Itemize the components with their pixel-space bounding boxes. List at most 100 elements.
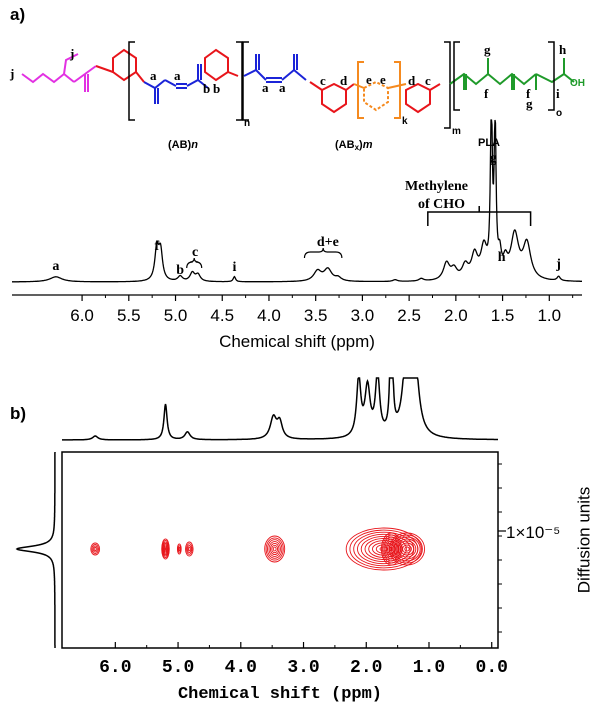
contour-ring-5	[345, 527, 422, 571]
contour-ring-3	[187, 546, 191, 552]
contour-ring-2	[178, 546, 181, 552]
contour-ring-4	[264, 535, 286, 563]
contour-ring-7	[388, 532, 426, 566]
contour-ring-6	[384, 538, 399, 560]
contour-ring-1	[164, 547, 167, 551]
chart-a-tick-label: 1.5	[491, 306, 515, 325]
contour-ring-7	[399, 542, 415, 556]
oh-label: OH	[570, 78, 585, 89]
contour-ring-4	[265, 537, 284, 561]
chart-b-contours	[90, 527, 426, 571]
contour-ring-1	[162, 542, 169, 556]
chart-a-peak-label-g: g	[490, 151, 497, 166]
chart-a-x-label: Chemical shift (ppm)	[219, 332, 375, 351]
contour-ring-7	[397, 540, 417, 558]
contour-ring-0	[92, 545, 98, 553]
methylene-label-line2: of CHO	[418, 197, 465, 212]
letter-e2: e	[380, 72, 386, 87]
contour-ring-4	[268, 541, 281, 557]
chart-b-x-axis	[114, 642, 493, 648]
chart-b: 6.0 5.0 4.0 3.0 2.0 1.0 0.0 1×10⁻⁵ Diffusion u…	[15, 377, 590, 704]
bracket-ab	[128, 41, 243, 121]
chart-a-peak-annotations: a f bc i d+e g h j	[52, 151, 561, 278]
chart-a-tick-label: 4.0	[257, 306, 281, 325]
chart-b-tick-label: 5.0	[162, 658, 194, 678]
letter-g1: g	[484, 42, 491, 57]
contour-ring-7	[391, 534, 423, 564]
chart-a-tick-label: 2.0	[444, 306, 468, 325]
chart-b-y-axis	[498, 463, 506, 633]
chart-a-tick-label: 4.5	[210, 306, 234, 325]
chart-a-tick-label: 6.0	[70, 306, 94, 325]
contour-ring-3	[186, 545, 192, 553]
chart-a-tick-labels: 6.0 5.5 5.0 4.5 4.0 3.5 3.0 2.5 2.0 1.5 1.0	[70, 306, 561, 325]
letter-c2: c	[425, 73, 431, 88]
chart-a-peak-label-h: h	[498, 250, 506, 265]
repeat-n: n	[244, 118, 250, 129]
contour-ring-6	[387, 542, 396, 556]
bracket-pla	[453, 41, 555, 111]
contour-ring-1	[161, 538, 170, 560]
chx-ring-4	[405, 82, 441, 114]
chart-b-x-label: Chemical shift (ppm)	[178, 685, 382, 704]
chart-a-tick-label: 5.5	[117, 306, 141, 325]
block-labels: (AB)n (ABx)m PLA	[168, 137, 500, 152]
chart-b-tick-labels: 6.0 5.0 4.0 3.0 2.0 1.0 0.0	[99, 658, 508, 678]
chart-a-peak-label-b: b	[176, 263, 184, 278]
contour-ring-6	[383, 536, 400, 562]
chemical-structure	[21, 41, 575, 129]
chart-a-peak-label-f: f	[155, 239, 160, 254]
chart-a-peak-label-a: a	[52, 259, 59, 274]
letter-j2: j	[69, 46, 74, 61]
chart-a-brace-c	[186, 257, 203, 269]
chart-b-tick-label: 0.0	[476, 658, 508, 678]
chart-a-peak-label-j: j	[555, 257, 561, 272]
contour-ring-2	[177, 545, 182, 553]
chart-a-tick-label: 3.5	[304, 306, 328, 325]
contour-ring-1	[163, 545, 168, 553]
letter-b2: b	[213, 81, 220, 96]
chart-a-brace-de	[303, 247, 343, 259]
contour-ring-5	[357, 533, 411, 565]
contour-ring-0	[93, 547, 97, 551]
letter-i: i	[556, 86, 560, 101]
contour-ring-4	[272, 546, 277, 552]
chart-b-tick-label: 1.0	[413, 658, 445, 678]
chx-ring-orange	[353, 61, 407, 119]
panel-b-label: b)	[10, 404, 26, 423]
contour-ring-7	[404, 546, 410, 552]
chart-b-y-tick: 1×10⁻⁵	[506, 523, 560, 542]
chart-a-peak-label-dpluse: d+e	[317, 235, 339, 250]
contour-ring-1	[162, 541, 169, 557]
letter-a4: a	[279, 80, 286, 95]
letter-d2: d	[408, 73, 416, 88]
bracket-abx	[242, 41, 451, 129]
contour-ring-3	[186, 543, 193, 555]
panel-a-label: a)	[10, 5, 25, 24]
repeat-k: k	[402, 116, 408, 127]
chx-ring-2	[204, 48, 239, 82]
chart-a-spectrum-line	[12, 119, 582, 283]
abx-label: (ABx)m	[335, 139, 373, 152]
contour-ring-2	[176, 543, 182, 555]
methylene-bracket	[427, 211, 532, 226]
chart-b-tick-label: 3.0	[287, 658, 319, 678]
contour-ring-3	[185, 541, 194, 557]
chart-b-tick-label: 6.0	[99, 658, 131, 678]
chart-b-left-projection	[15, 452, 56, 648]
chart-a-tick-label: 5.0	[164, 306, 188, 325]
methylene-label-line1: Methylene	[405, 179, 468, 194]
chart-b-top-projection	[62, 377, 498, 441]
chx-ring-1	[95, 48, 145, 83]
chart-b-y-label: Diffusion units	[574, 487, 590, 593]
letter-f2: f	[526, 86, 531, 101]
contour-ring-1	[161, 539, 170, 559]
letter-d1: d	[340, 73, 348, 88]
contour-ring-6	[380, 532, 402, 566]
contour-ring-5	[360, 535, 407, 563]
repeat-m: m	[452, 126, 461, 137]
chart-a-peak-label-c: c	[192, 245, 198, 260]
pla-chain	[449, 58, 575, 90]
structure-letters: j j a a b b a a c d e e d c g f f g h i …	[9, 42, 585, 137]
